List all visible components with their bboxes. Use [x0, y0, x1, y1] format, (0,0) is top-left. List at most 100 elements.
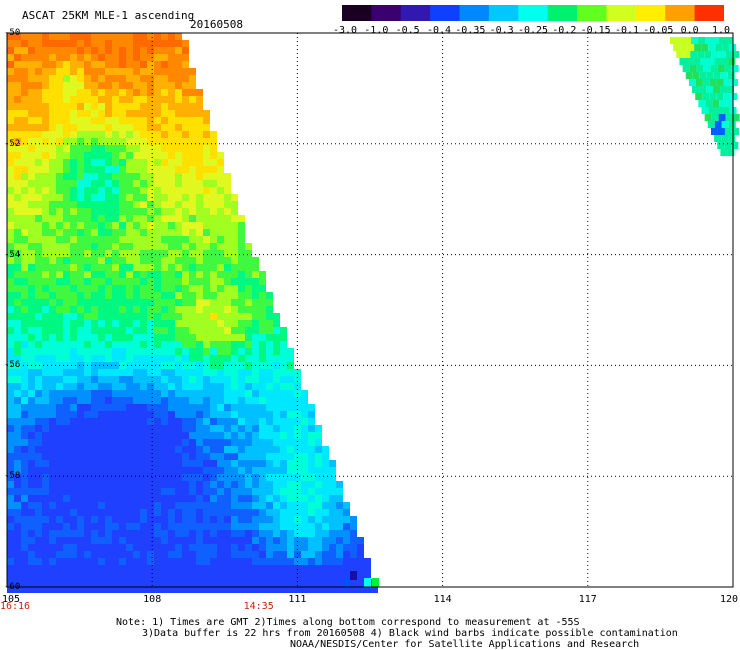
swath-pixel [182, 551, 189, 558]
swath-pixel [147, 313, 154, 320]
swath-pixel [189, 369, 196, 376]
swath-pixel [182, 292, 189, 299]
swath-pixel [84, 397, 91, 404]
swath-pixel [189, 236, 196, 243]
swath-pixel [147, 138, 154, 145]
swath-pixel [196, 89, 203, 96]
swath-pixel [217, 208, 224, 215]
swath-pixel [28, 96, 35, 103]
swath-pixel [133, 369, 140, 376]
swath-pixel [273, 495, 280, 502]
swath-pixel [140, 278, 147, 285]
swath-pixel [217, 152, 224, 159]
swath-pixel [238, 460, 245, 467]
swath-pixel [84, 537, 91, 544]
swath-pixel [245, 362, 252, 369]
swath-pixel [231, 551, 238, 558]
swath-pixel [245, 369, 252, 376]
swath-pixel [105, 166, 112, 173]
swath-pixel [56, 257, 63, 264]
swath-pixel [98, 278, 105, 285]
swath-pixel [196, 495, 203, 502]
swath-pixel [105, 159, 112, 166]
swath-pixel [126, 558, 133, 565]
swath-pixel [224, 425, 231, 432]
swath-pixel [315, 509, 322, 516]
swath-pixel [224, 180, 231, 187]
swath-pixel [77, 89, 84, 96]
swath-pixel [56, 173, 63, 180]
swath-pixel [56, 453, 63, 460]
swath-pixel [70, 208, 77, 215]
swath-pixel [182, 446, 189, 453]
swath-pixel [308, 509, 315, 516]
swath-pixel [35, 124, 42, 131]
swath-pixel [84, 530, 91, 537]
swath-pixel [112, 397, 119, 404]
swath-pixel [673, 44, 681, 51]
swath-pixel [14, 425, 21, 432]
swath-pixel [259, 341, 266, 348]
swath-pixel [63, 180, 70, 187]
swath-pixel [14, 565, 21, 572]
swath-pixel [21, 222, 28, 229]
swath-pixel [196, 572, 203, 579]
swath-pixel [91, 537, 98, 544]
swath-pixel [154, 579, 161, 586]
swath-pixel [217, 299, 224, 306]
swath-pixel [105, 481, 112, 488]
swath-pixel [238, 432, 245, 439]
swath-pixel [698, 37, 705, 44]
swath-pixel [224, 369, 231, 376]
swath-pixel [717, 128, 725, 135]
swath-pixel [266, 565, 273, 572]
swath-pixel [189, 362, 196, 369]
swath-pixel [63, 460, 70, 467]
swath-pixel [308, 537, 315, 544]
swath-pixel [280, 404, 287, 411]
swath-pixel [168, 117, 175, 124]
swath-pixel [217, 558, 224, 565]
swath-pixel [224, 271, 231, 278]
colorbar-swatch [635, 5, 666, 21]
swath-pixel [224, 474, 231, 481]
swath-pixel [21, 152, 28, 159]
swath-pixel [720, 72, 728, 79]
swath-pixel [98, 460, 105, 467]
swath-pixel [35, 61, 42, 68]
swath-pixel [28, 453, 35, 460]
swath-pixel [84, 180, 91, 187]
swath-pixel [77, 558, 84, 565]
swath-pixel [350, 537, 357, 544]
swath-pixel [133, 544, 140, 551]
swath-pixel [112, 152, 119, 159]
swath-pixel [231, 481, 238, 488]
swath-pixel [217, 579, 224, 586]
swath-pixel [84, 61, 91, 68]
swath-pixel [63, 61, 70, 68]
swath-pixel [210, 257, 217, 264]
swath-pixel [182, 362, 189, 369]
swath-pixel [245, 523, 252, 530]
swath-pixel [224, 173, 231, 180]
swath-pixel [56, 82, 63, 89]
swath-pixel [147, 229, 154, 236]
swath-pixel [280, 509, 287, 516]
swath-pixel [63, 243, 70, 250]
swath-pixel [182, 439, 189, 446]
swath-pixel [322, 572, 329, 579]
swath-pixel [56, 467, 63, 474]
swath-pixel [21, 453, 28, 460]
swath-pixel [28, 89, 35, 96]
swath-pixel [273, 474, 280, 481]
swath-pixel [252, 285, 259, 292]
swath-pixel [203, 313, 210, 320]
swath-pixel [280, 453, 287, 460]
swath-pixel [196, 544, 203, 551]
swath-pixel [224, 264, 231, 271]
swath-pixel [105, 355, 112, 362]
swath-pixel [168, 551, 175, 558]
swath-pixel [14, 187, 21, 194]
swath-pixel [175, 530, 182, 537]
